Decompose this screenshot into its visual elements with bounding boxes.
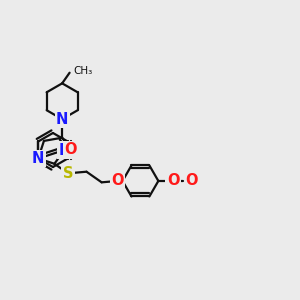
Text: O: O: [186, 173, 198, 188]
Text: O: O: [167, 173, 179, 188]
Text: O: O: [111, 173, 124, 188]
Text: O: O: [64, 142, 77, 157]
Text: CH₃: CH₃: [73, 66, 92, 76]
Text: N: N: [32, 151, 44, 166]
Text: N: N: [56, 112, 68, 127]
Text: N: N: [58, 142, 70, 158]
Text: S: S: [63, 166, 73, 181]
